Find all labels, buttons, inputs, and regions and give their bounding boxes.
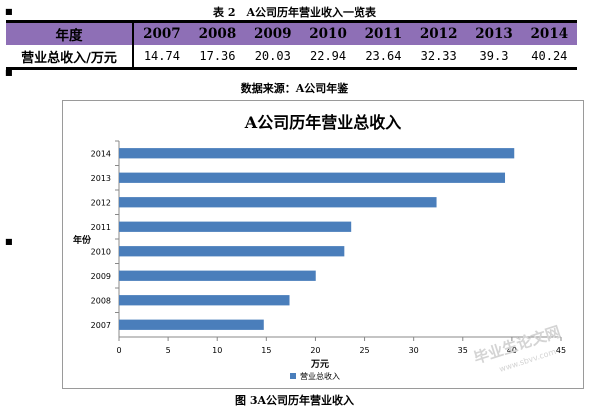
y-tick-label: 2014 bbox=[91, 149, 111, 158]
revenue-label-cell: 营业总收入/万元 bbox=[6, 45, 134, 69]
x-tick-label: 35 bbox=[458, 346, 468, 355]
y-tick-label: 2012 bbox=[91, 198, 111, 207]
figure-caption: 图 3A公司历年营业收入 bbox=[234, 394, 355, 407]
year-header-cell: 年度 bbox=[6, 21, 134, 45]
table-header-row: 年度 2007 2008 2009 2010 2011 2012 2013 20… bbox=[6, 21, 577, 45]
x-tick-label: 15 bbox=[261, 346, 271, 355]
x-axis-title: 万元 bbox=[310, 359, 329, 370]
y-tick-label: 2011 bbox=[91, 223, 111, 232]
source-note: 数据来源：A公司年鉴 bbox=[240, 82, 349, 95]
y-tick-label: 2013 bbox=[91, 174, 111, 183]
bar bbox=[119, 295, 290, 306]
bar bbox=[119, 319, 264, 330]
revenue-cell: 14.74 bbox=[133, 45, 190, 69]
revenue-cell: 32.33 bbox=[411, 45, 467, 69]
year-cell: 2012 bbox=[411, 21, 467, 45]
bar bbox=[119, 197, 437, 208]
y-tick-label: 2009 bbox=[91, 272, 111, 281]
revenue-cell: 40.24 bbox=[521, 45, 577, 69]
y-tick-label: 2007 bbox=[91, 321, 111, 330]
bar bbox=[119, 148, 515, 159]
revenue-cell: 17.36 bbox=[189, 45, 246, 69]
year-cell: 2008 bbox=[189, 21, 246, 45]
bar bbox=[119, 221, 352, 232]
x-tick-label: 10 bbox=[212, 346, 222, 355]
revenue-cell: 23.64 bbox=[355, 45, 412, 69]
x-tick-label: 0 bbox=[116, 346, 121, 355]
bar bbox=[119, 270, 316, 281]
bar-chart: A公司历年营业总收入 0 5 10 15 20 25 30 35 40 45 2007 2008 200… bbox=[62, 100, 584, 389]
x-tick-label: 40 bbox=[507, 346, 517, 355]
x-tick-label: 5 bbox=[166, 346, 171, 355]
year-cell: 2011 bbox=[355, 21, 412, 45]
bar bbox=[119, 172, 506, 183]
year-cell: 2009 bbox=[245, 21, 301, 45]
x-tick-label: 20 bbox=[310, 346, 320, 355]
revenue-table: 年度 2007 2008 2009 2010 2011 2012 2013 20… bbox=[6, 20, 577, 70]
table-caption: 表 2 A公司历年营业收入一览表 bbox=[212, 6, 377, 19]
chart-plot: 0 5 10 15 20 25 30 35 40 45 2007 2008 2009 2010 2011 20… bbox=[73, 140, 566, 381]
bar bbox=[119, 246, 345, 257]
x-tick-label: 30 bbox=[409, 346, 419, 355]
y-axis-title: 年份 bbox=[73, 234, 92, 246]
legend-swatch bbox=[290, 373, 296, 379]
x-tick-label: 45 bbox=[556, 346, 566, 355]
y-tick-label: 2008 bbox=[91, 296, 111, 305]
legend-label: 营业总收入 bbox=[300, 371, 340, 381]
y-tick-label: 2010 bbox=[91, 247, 111, 256]
revenue-cell: 20.03 bbox=[245, 45, 301, 69]
year-cell: 2010 bbox=[300, 21, 356, 45]
year-cell: 2007 bbox=[133, 21, 190, 45]
revenue-cell: 22.94 bbox=[300, 45, 356, 69]
revenue-cell: 39.3 bbox=[466, 45, 522, 69]
year-cell: 2014 bbox=[521, 21, 577, 45]
chart-title: A公司历年营业总收入 bbox=[244, 113, 402, 132]
bullet-mark: ■ bbox=[5, 68, 13, 77]
x-tick-label: 25 bbox=[359, 346, 369, 355]
bullet-mark: ■ bbox=[5, 7, 13, 16]
table-value-row: 营业总收入/万元 14.74 17.36 20.03 22.94 23.64 3… bbox=[6, 45, 577, 69]
bullet-mark: ■ bbox=[5, 237, 13, 246]
year-cell: 2013 bbox=[466, 21, 522, 45]
